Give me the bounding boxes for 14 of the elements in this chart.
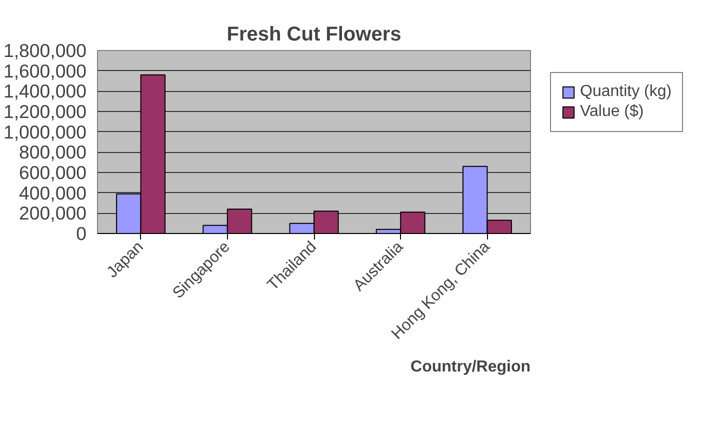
- chart-title: Fresh Cut Flowers: [226, 24, 402, 46]
- y-tick-label: 0: [76, 223, 87, 244]
- y-tick-label: 1,000,000: [4, 121, 87, 142]
- y-tick-label: 1,400,000: [4, 80, 87, 102]
- legend-label: Quantity (kg): [580, 82, 672, 100]
- y-tick-label: 800,000: [19, 142, 87, 163]
- x-axis-title: Country/Region: [410, 358, 531, 376]
- y-tick-label: 1,800,000: [4, 40, 87, 61]
- y-tick-label: 1,200,000: [4, 101, 87, 122]
- y-tick-label: 200,000: [19, 202, 87, 224]
- y-tick-label: 600,000: [19, 162, 87, 183]
- legend-label: Value ($): [580, 102, 644, 120]
- y-tick-label: 1,600,000: [4, 60, 87, 82]
- y-tick-label: 400,000: [19, 182, 87, 204]
